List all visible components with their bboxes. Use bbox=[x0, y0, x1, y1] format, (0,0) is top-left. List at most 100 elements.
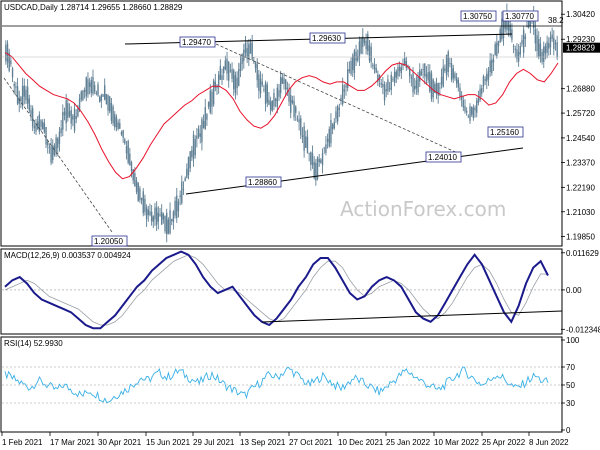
candle-body bbox=[415, 80, 418, 89]
candle-body bbox=[330, 119, 332, 144]
candle-body bbox=[98, 96, 101, 102]
candle-body bbox=[318, 159, 320, 163]
macd-axis-tick-label: 0.00 bbox=[566, 286, 582, 295]
candle-body bbox=[73, 108, 76, 131]
candle-body bbox=[481, 87, 483, 94]
candle-body bbox=[459, 87, 461, 97]
candle-body bbox=[134, 173, 136, 187]
candle-body bbox=[469, 106, 471, 121]
candle-body bbox=[92, 77, 94, 94]
time-axis-tick-label: 10 Dec 2021 bbox=[338, 438, 384, 447]
candle-body bbox=[370, 46, 372, 62]
time-axis: 1 Feb 2021 17 Mar 2021 30 Apr 2021 15 Jun 2… bbox=[1, 432, 569, 447]
candle-body bbox=[194, 139, 196, 156]
candle-body bbox=[238, 69, 240, 86]
candle-body bbox=[30, 110, 32, 115]
candle-body bbox=[521, 40, 523, 44]
time-axis-tick-label: 17 Mar 2021 bbox=[50, 438, 95, 447]
candle-body bbox=[120, 131, 123, 135]
candle-body bbox=[455, 77, 458, 84]
candle-body bbox=[328, 129, 330, 147]
candle-body bbox=[410, 77, 413, 79]
candle-body bbox=[377, 74, 379, 82]
candle-body bbox=[226, 58, 228, 74]
candle-body bbox=[430, 73, 433, 99]
candle-body bbox=[536, 35, 538, 52]
candle-body bbox=[434, 84, 436, 93]
candle-body bbox=[283, 78, 285, 84]
candle-body bbox=[420, 71, 423, 76]
candle-body bbox=[145, 207, 148, 220]
candle-body bbox=[435, 82, 438, 95]
price-axis-tick-label: 1.25720 bbox=[566, 109, 595, 118]
candle-body bbox=[259, 78, 262, 94]
candle-body bbox=[402, 64, 404, 66]
candle-body bbox=[501, 18, 503, 40]
price-moving-average bbox=[4, 52, 559, 180]
candle-body bbox=[164, 215, 166, 232]
candle-body bbox=[378, 74, 381, 81]
candle-body bbox=[512, 45, 515, 48]
candle-body bbox=[115, 117, 118, 127]
candle-body bbox=[419, 69, 421, 82]
candle-body bbox=[352, 55, 354, 71]
candle-body bbox=[306, 136, 309, 153]
candle-body bbox=[202, 120, 205, 128]
candle-body bbox=[191, 150, 193, 158]
candle-body bbox=[68, 111, 71, 117]
price-axis-tick-label: 1.24540 bbox=[566, 134, 595, 143]
candle-body bbox=[477, 98, 480, 103]
time-axis-tick-label: 27 Oct 2021 bbox=[289, 438, 333, 447]
price-annotation-box bbox=[425, 151, 462, 163]
candle-body bbox=[494, 44, 496, 56]
price-axis-tick-label: 1.26880 bbox=[566, 85, 595, 94]
candle-body bbox=[554, 42, 557, 44]
candle-body bbox=[375, 67, 377, 73]
candle-body bbox=[77, 107, 79, 117]
candle-body bbox=[341, 84, 344, 105]
time-axis-tick-label: 29 Jul 2021 bbox=[193, 438, 235, 447]
candle-body bbox=[355, 51, 357, 61]
candle-body bbox=[35, 123, 37, 132]
candle-body bbox=[367, 34, 369, 52]
candle-body bbox=[63, 111, 66, 116]
candle-body bbox=[288, 90, 290, 102]
candle-body bbox=[279, 77, 282, 93]
candle-body bbox=[18, 97, 20, 104]
candle-body bbox=[457, 79, 459, 88]
candle-body bbox=[184, 178, 186, 182]
candle-body bbox=[373, 64, 376, 70]
candle-body bbox=[325, 144, 327, 153]
candle-body bbox=[48, 146, 51, 148]
candle-body bbox=[62, 112, 64, 130]
candle-body bbox=[348, 69, 351, 72]
candle-body bbox=[42, 121, 44, 130]
price-annotation-box bbox=[245, 176, 282, 188]
candle-body bbox=[440, 76, 443, 85]
candle-body bbox=[187, 156, 190, 176]
candle-body bbox=[290, 94, 292, 113]
candle-body bbox=[291, 100, 294, 104]
candle-body bbox=[211, 91, 213, 107]
candle-body bbox=[492, 59, 495, 63]
candle-body bbox=[353, 50, 356, 74]
candle-body bbox=[417, 76, 419, 93]
candle-body bbox=[380, 83, 382, 85]
candle-body bbox=[491, 59, 493, 74]
candle-body bbox=[414, 85, 416, 90]
candle-body bbox=[340, 97, 342, 100]
candle-body bbox=[385, 89, 387, 92]
candle-body bbox=[149, 211, 151, 216]
candle-body bbox=[97, 84, 99, 96]
candle-body bbox=[437, 83, 439, 96]
candle-body bbox=[422, 68, 424, 71]
candle-body bbox=[447, 51, 449, 73]
candle-body bbox=[125, 146, 128, 154]
candle-body bbox=[233, 70, 235, 90]
candle-body bbox=[315, 162, 317, 181]
candle-body bbox=[132, 169, 134, 181]
candle-body bbox=[281, 77, 284, 84]
candle-body bbox=[114, 114, 116, 128]
candle-body bbox=[174, 200, 176, 216]
candle-body bbox=[382, 83, 384, 88]
